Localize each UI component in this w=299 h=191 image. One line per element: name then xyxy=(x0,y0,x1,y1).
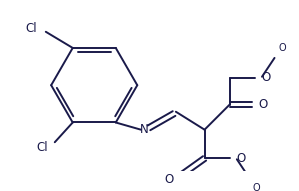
Text: O: O xyxy=(261,71,270,84)
Text: O: O xyxy=(258,98,268,111)
Text: O: O xyxy=(164,173,173,186)
Text: O: O xyxy=(278,43,286,53)
Text: Cl: Cl xyxy=(36,141,48,154)
Text: O: O xyxy=(236,152,245,165)
Text: Cl: Cl xyxy=(25,22,37,35)
Text: N: N xyxy=(140,123,149,136)
Text: O: O xyxy=(253,183,261,191)
